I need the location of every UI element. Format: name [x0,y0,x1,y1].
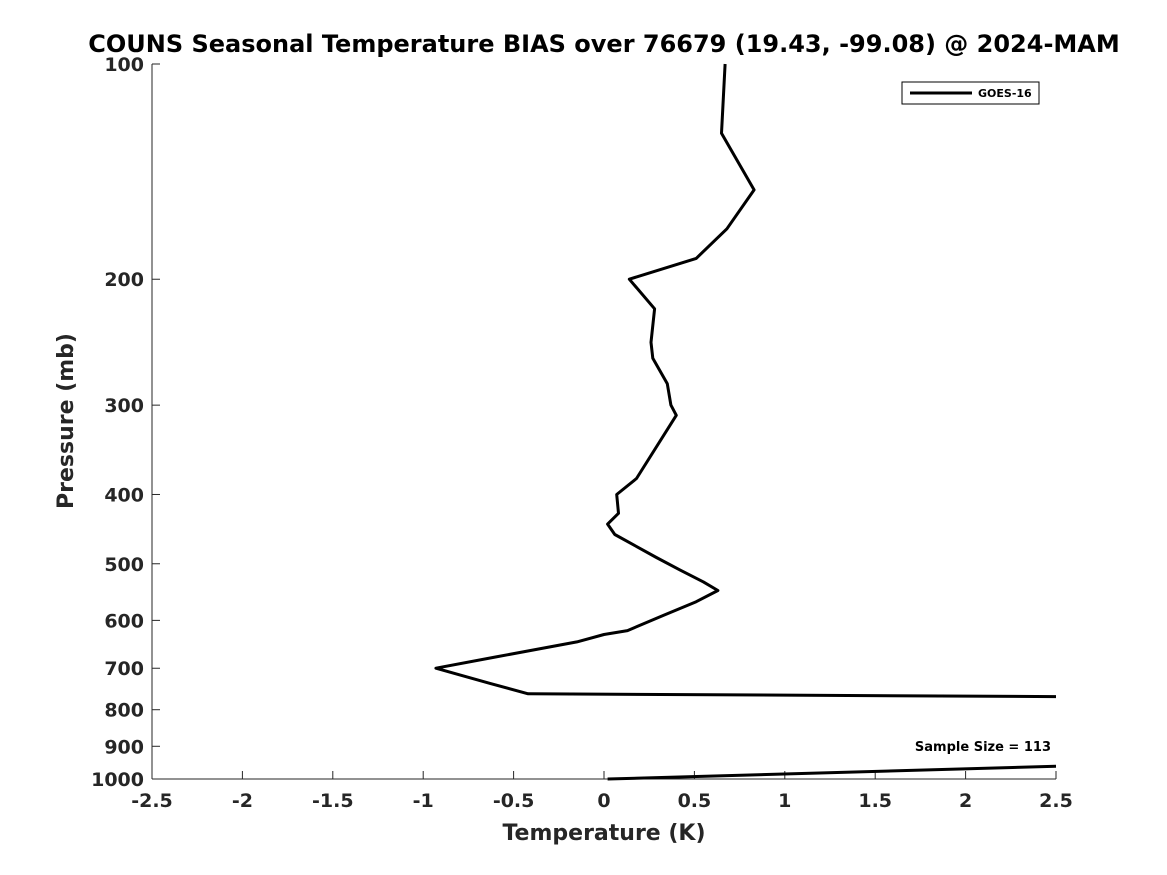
x-tick-label: 1 [778,790,791,812]
series-layer [434,63,1057,781]
y-tick-label: 100 [104,54,144,76]
x-tick-label: -1.5 [312,790,354,812]
y-tick-label: 600 [104,610,144,632]
x-tick-label: 0 [597,790,610,812]
chart-title: COUNS Seasonal Temperature BIAS over 766… [88,30,1120,58]
x-tick-label: -2.5 [131,790,173,812]
x-tick-label: 1.5 [858,790,892,812]
x-tick-label: 0.5 [678,790,712,812]
sample-size-annotation: Sample Size = 113 [915,740,1051,755]
y-tick-label: 1000 [91,769,144,791]
x-tick-label: 2 [959,790,972,812]
y-ticks: 100 200 300 400 500 600 700 800 900 1000 [91,54,160,791]
y-axis-label: Pressure (mb) [54,333,79,509]
series-line-goes-16 [434,63,1057,699]
series-line-1 [607,764,1057,781]
x-ticks: -2.5 -2 -1.5 -1 -0.5 0 0.5 1 1.5 2 2.5 [131,771,1073,812]
y-axis-label-group: Pressure (mb) [54,333,79,509]
x-axis-label: Temperature (K) [502,821,705,846]
y-tick-label: 200 [104,269,144,291]
y-tick-label: 400 [104,484,144,506]
x-tick-label: 2.5 [1039,790,1073,812]
x-tick-label: -1 [413,790,434,812]
y-tick-label: 900 [104,736,144,758]
y-tick-label: 500 [104,554,144,576]
legend-label-goes-16: GOES-16 [978,87,1032,100]
x-tick-label: -2 [232,790,253,812]
x-tick-label: -0.5 [493,790,535,812]
y-tick-label: 800 [104,700,144,722]
y-tick-label: 300 [104,395,144,417]
y-tick-label: 700 [104,658,144,680]
legend: GOES-16 [901,81,1040,105]
